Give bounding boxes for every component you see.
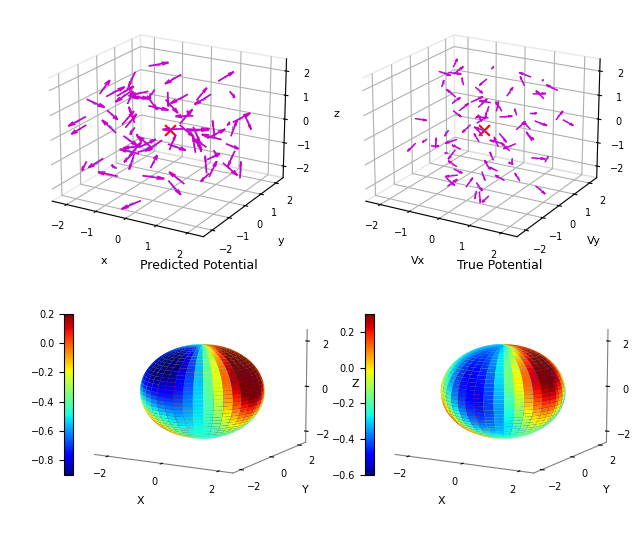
Y-axis label: Y: Y (603, 484, 610, 495)
Y-axis label: Y: Y (302, 484, 309, 495)
Y-axis label: Vy: Vy (587, 236, 601, 246)
Y-axis label: y: y (277, 236, 284, 246)
X-axis label: X: X (438, 496, 445, 506)
Title: Predicted Potential: Predicted Potential (140, 259, 258, 272)
X-axis label: Vx: Vx (411, 256, 425, 266)
X-axis label: X: X (137, 496, 145, 506)
Legend: Predicted, True: Predicted, True (365, 0, 442, 16)
X-axis label: x: x (101, 256, 108, 266)
Title: True Potential: True Potential (457, 259, 543, 272)
